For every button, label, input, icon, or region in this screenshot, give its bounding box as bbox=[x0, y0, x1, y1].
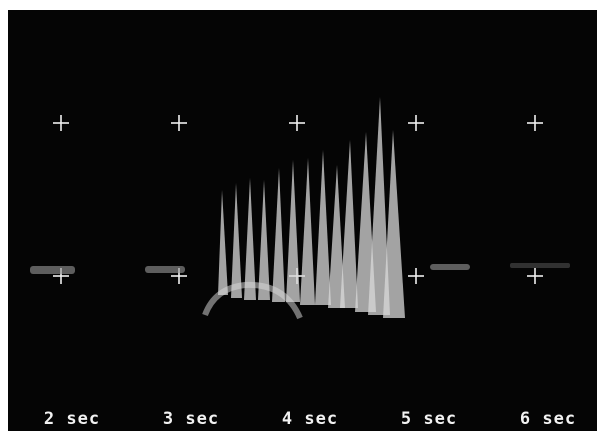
time-label: 5 sec bbox=[401, 409, 457, 429]
time-label: 4 sec bbox=[282, 409, 338, 429]
time-label: 3 sec bbox=[163, 409, 219, 429]
time-label: 2 sec bbox=[44, 409, 100, 429]
time-label: 6 sec bbox=[520, 409, 576, 429]
doppler-display: 2 sec 3 sec 4 sec 5 sec 6 sec bbox=[0, 0, 597, 431]
screen bbox=[8, 10, 597, 431]
page: 2 sec 3 sec 4 sec 5 sec 6 sec (() => { c… bbox=[0, 0, 597, 431]
